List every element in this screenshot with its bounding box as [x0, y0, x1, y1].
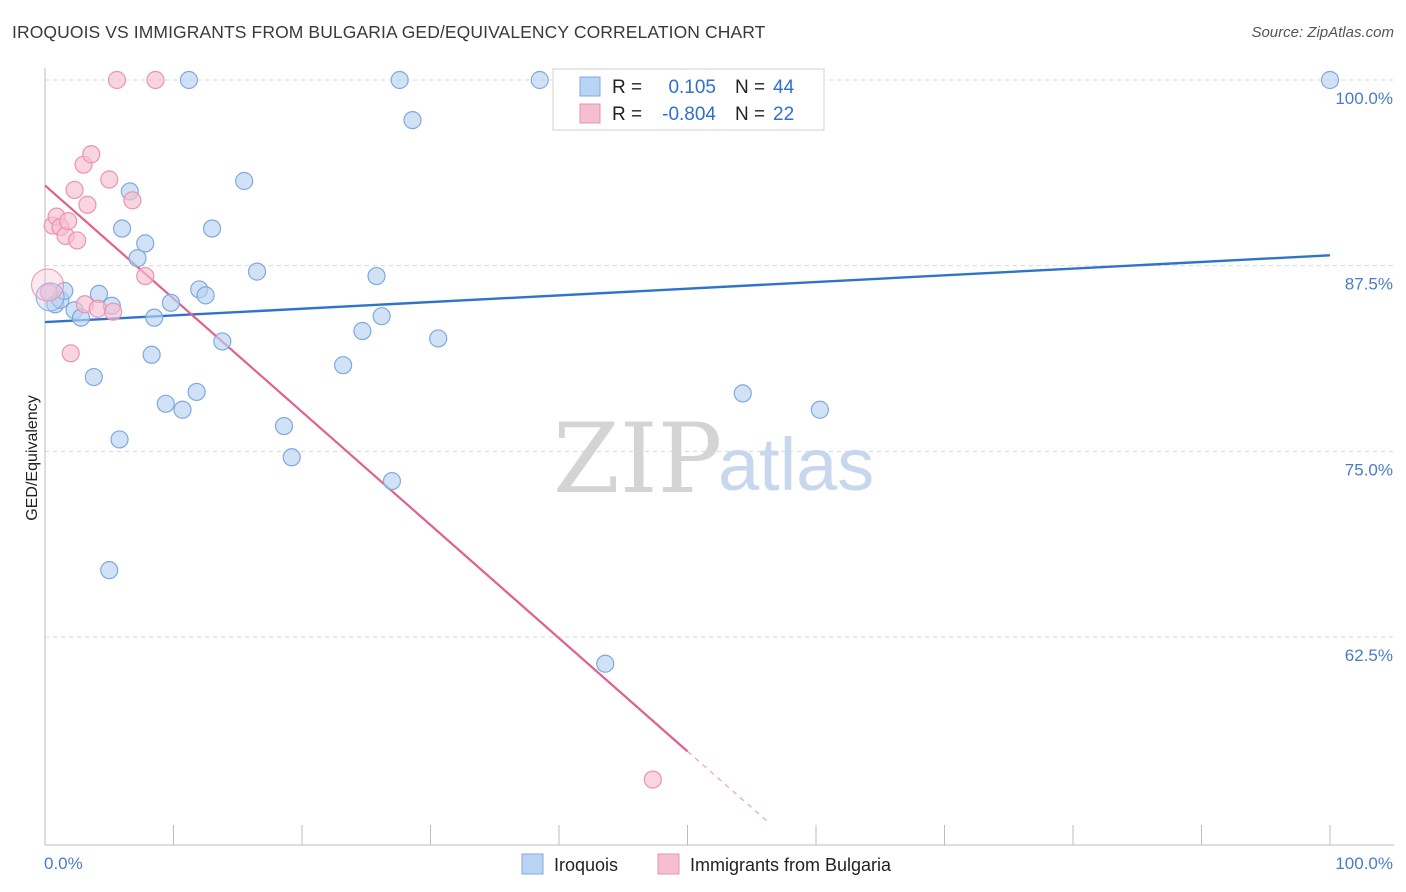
stats-n-label-iroquois: N =: [735, 77, 765, 98]
iroquois-point: [247, 262, 267, 281]
iroquois-point: [213, 332, 232, 351]
grid-lines: [45, 79, 1394, 638]
iroquois-point: [187, 382, 206, 402]
stats-r-label-iroquois: R =: [612, 77, 642, 98]
y-tick-label: 87.5%: [1345, 275, 1393, 294]
bulgaria-point: [100, 170, 119, 189]
iroquois-point: [733, 384, 752, 403]
iroquois-point: [196, 286, 215, 305]
bulgaria-point: [82, 145, 101, 164]
iroquois-point: [173, 400, 192, 419]
iroquois-point: [100, 561, 119, 580]
iroquois-point: [372, 307, 391, 326]
x-tick-label-min: 0.0%: [44, 854, 83, 873]
bulgaria-trend-extension: [687, 750, 768, 822]
bulgaria-point: [88, 299, 107, 318]
y-tick-label: 62.5%: [1345, 646, 1393, 665]
bulgaria-point: [104, 302, 123, 321]
iroquois-point: [145, 308, 164, 327]
iroquois-point: [274, 416, 294, 436]
iroquois-point: [179, 70, 199, 90]
x-tick-label-max: 100.0%: [1335, 854, 1393, 873]
iroquois-point: [810, 400, 829, 419]
iroquois-point: [530, 70, 549, 90]
bulgaria-point: [136, 266, 155, 286]
stats-n-value-iroquois: 44: [773, 77, 795, 98]
iroquois-point: [596, 654, 615, 673]
y-tick-label: 75.0%: [1345, 460, 1393, 479]
stats-r-label-bulgaria: R =: [612, 104, 642, 125]
iroquois-point: [136, 234, 155, 253]
bulgaria-point: [146, 70, 165, 90]
series-legend: Iroquois Immigrants from Bulgaria: [521, 853, 892, 875]
bulgaria-point: [59, 212, 78, 231]
iroquois-point: [429, 329, 448, 348]
iroquois-point: [334, 356, 353, 375]
x-tick-labels: 0.0% 100.0%: [44, 854, 1393, 873]
iroquois-point: [161, 293, 181, 312]
stats-r-value-bulgaria: -0.804: [662, 104, 716, 125]
iroquois-point: [112, 219, 132, 238]
iroquois-point: [390, 70, 409, 90]
legend-label-iroquois: Iroquois: [554, 855, 618, 875]
stats-legend-swatch-iroquois: [579, 76, 601, 97]
y-tick-label: 100.0%: [1335, 89, 1393, 108]
stats-legend: R = 0.105 N = 44 R = -0.804 N = 22: [552, 68, 825, 131]
iroquois-point: [282, 448, 301, 467]
bulgaria-point: [643, 770, 662, 789]
bulgaria-point: [68, 231, 87, 250]
iroquois-point: [353, 321, 372, 341]
stats-r-value-iroquois: 0.105: [668, 77, 716, 98]
bulgaria-point: [61, 344, 80, 363]
iroquois-point: [84, 367, 103, 387]
source-credit: Source: ZipAtlas.com: [1251, 24, 1394, 41]
stats-n-label-bulgaria: N =: [735, 104, 765, 125]
iroquois-point: [1320, 70, 1340, 90]
iroquois-point: [367, 266, 386, 286]
bulgaria-point: [31, 268, 65, 302]
stats-n-value-bulgaria: 22: [773, 104, 794, 125]
watermark-atlas: atlas: [718, 423, 874, 506]
iroquois-point: [142, 345, 161, 364]
legend-swatch-iroquois: [521, 853, 544, 875]
y-axis-label: GED/Equivalency: [24, 395, 41, 520]
data-points: [31, 70, 1340, 789]
y-tick-labels: 62.5% 75.0% 87.5% 100.0%: [1335, 89, 1393, 665]
bulgaria-point: [78, 195, 97, 214]
watermark: ZIP atlas: [553, 403, 874, 515]
legend-swatch-bulgaria: [657, 853, 680, 875]
watermark-zip: ZIP: [553, 403, 722, 515]
iroquois-point: [382, 471, 402, 491]
iroquois-point: [156, 394, 175, 413]
bulgaria-point: [65, 180, 84, 200]
iroquois-point: [403, 111, 422, 130]
bulgaria-point: [123, 191, 142, 210]
bulgaria-point: [107, 70, 127, 90]
iroquois-point: [235, 171, 254, 191]
iroquois-point: [128, 249, 147, 268]
iroquois-point: [110, 430, 129, 449]
iroquois-point: [202, 219, 222, 238]
iroquois-trend-line: [44, 254, 1331, 324]
chart-title: IROQUOIS VS IMMIGRANTS FROM BULGARIA GED…: [12, 22, 766, 42]
axes: [44, 68, 1394, 846]
legend-label-bulgaria: Immigrants from Bulgaria: [690, 855, 892, 875]
stats-legend-swatch-bulgaria: [579, 103, 601, 124]
